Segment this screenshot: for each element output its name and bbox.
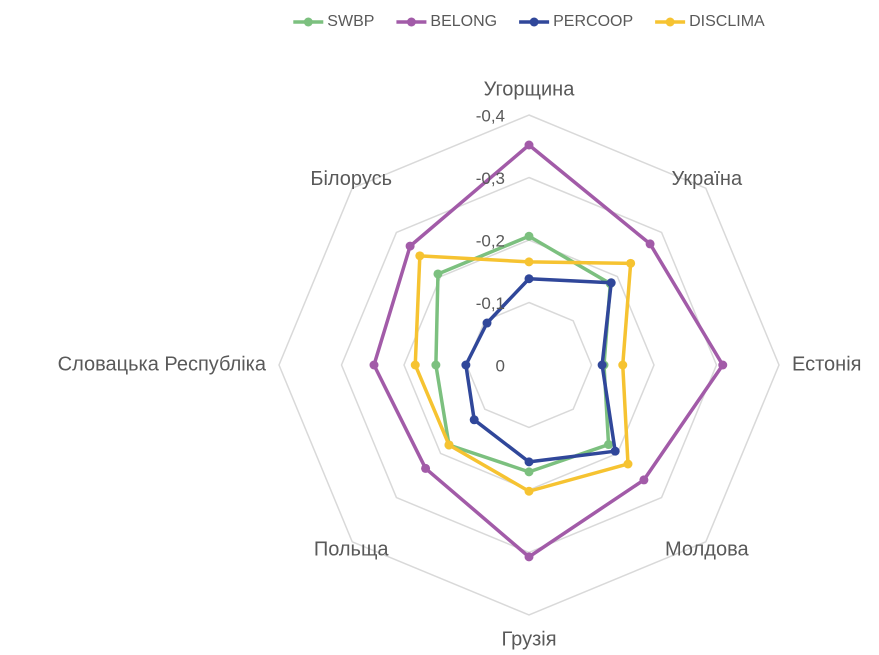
legend-label: DISCLIMA xyxy=(689,13,765,30)
legend-item: PERCOOP xyxy=(519,13,633,30)
grid-ring xyxy=(465,301,593,429)
series-marker xyxy=(645,239,655,249)
legend-marker xyxy=(303,17,313,27)
series-marker xyxy=(524,274,534,284)
series-line xyxy=(434,234,613,474)
series-marker xyxy=(405,241,415,251)
tick-label: -0,2 xyxy=(476,231,505,250)
series-marker xyxy=(524,457,534,467)
series-marker xyxy=(524,486,534,496)
series-marker xyxy=(604,440,614,450)
category-label: Польща xyxy=(314,539,390,561)
category-label: Грузія xyxy=(501,628,556,650)
tick-label: -0,4 xyxy=(476,106,505,125)
series-marker xyxy=(461,360,471,370)
series-marker xyxy=(610,446,620,456)
legend-marker xyxy=(665,17,675,27)
series-marker xyxy=(431,360,441,370)
series-marker xyxy=(618,360,628,370)
tick-label: 0 xyxy=(496,356,505,375)
series-marker xyxy=(606,278,616,288)
series-marker xyxy=(623,459,633,469)
legend-marker xyxy=(406,17,416,27)
legend-item: DISCLIMA xyxy=(655,13,765,30)
series-marker xyxy=(626,258,636,268)
category-label: Естонія xyxy=(792,353,862,375)
series-marker xyxy=(482,318,492,328)
legend-label: SWBP xyxy=(327,13,374,30)
tick-label: -0,3 xyxy=(476,169,505,188)
legend-label: BELONG xyxy=(430,13,497,30)
category-label: Молдова xyxy=(665,539,749,561)
series-marker xyxy=(524,231,534,241)
series-marker xyxy=(639,475,649,485)
series-marker xyxy=(433,269,443,279)
legend-item: SWBP xyxy=(293,13,374,30)
series-marker xyxy=(415,251,425,261)
series-marker xyxy=(524,140,534,150)
legend-marker xyxy=(529,17,539,27)
category-label: Україна xyxy=(672,168,743,190)
series-marker xyxy=(524,257,534,267)
tick-label: -0,1 xyxy=(476,294,505,313)
series-marker xyxy=(369,360,379,370)
legend: SWBP BELONG PERCOOP DISCLIMA xyxy=(293,13,765,30)
series-marker xyxy=(597,360,607,370)
series-marker xyxy=(469,415,479,425)
legend-item: BELONG xyxy=(396,13,497,30)
category-label: Словацька Республіка xyxy=(58,353,267,375)
grid-ring xyxy=(278,114,780,616)
category-label: Угорщина xyxy=(484,78,576,100)
legend-label: PERCOOP xyxy=(553,13,633,30)
category-label: Білорусь xyxy=(310,168,392,190)
series-marker xyxy=(524,552,534,562)
series-marker xyxy=(410,360,420,370)
series-marker xyxy=(524,467,534,477)
series-marker xyxy=(444,440,454,450)
series-marker xyxy=(718,360,728,370)
series-line xyxy=(372,143,725,559)
series-marker xyxy=(421,463,431,473)
